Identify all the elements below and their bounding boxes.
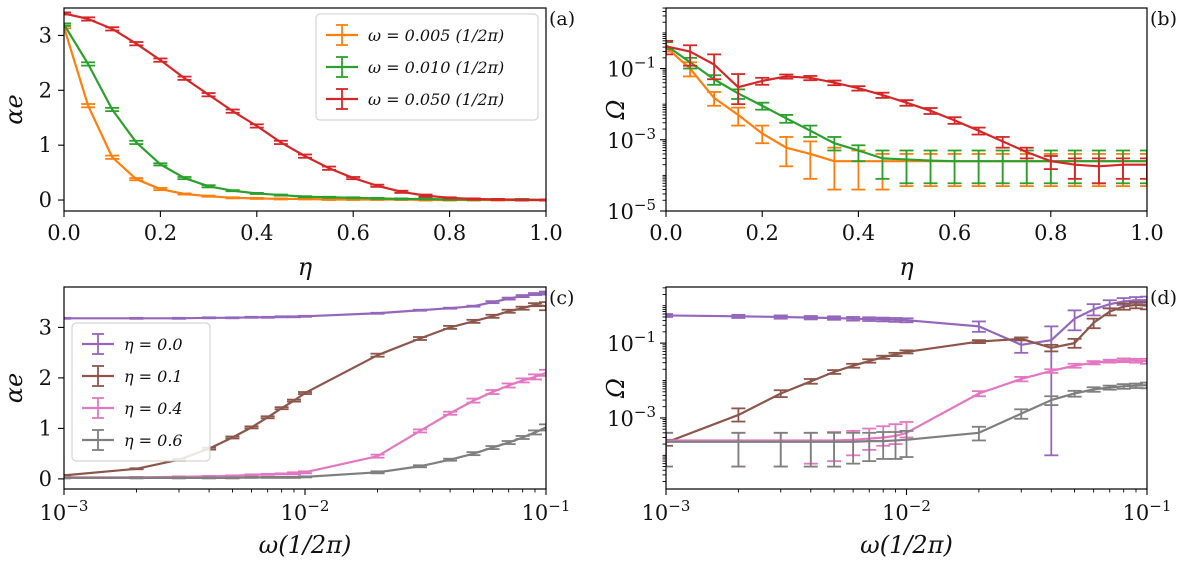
x-tick-label: 1.0 [1130,221,1163,245]
data-layer [666,295,1147,468]
x-tick-label: 0.6 [938,221,971,245]
y-tick-label: 2 [39,78,52,102]
x-tick-label: 0.0 [47,221,80,245]
panel-label: (d) [1150,287,1177,309]
legend-label: η = 0.6 [124,431,183,450]
x-tick-label: 10−1 [522,497,571,525]
x-axis-label: ω(1/2π) [860,531,953,559]
y-axis-label: αe [0,94,28,124]
legend: ω = 0.005 (1/2π) ω = 0.010 (1/2π) ω = 0.05… [315,13,539,121]
y-tick-label: 10−3 [607,125,656,153]
series-3 [666,39,1147,185]
y-tick-label: 0 [39,467,52,491]
x-tick-label: 0.0 [649,221,682,245]
data-layer [666,39,1147,191]
x-axis-label: η [899,253,914,281]
series-2 [666,301,1147,447]
legend: η = 0.0 η = 0.1 η = 0.4 η = 0.6 [71,322,211,462]
axes-frame [63,7,547,212]
legend-label: ω = 0.050 (1/2π) [368,90,504,109]
series-1 [64,290,546,320]
x-tick-label: 0.2 [144,221,177,245]
y-tick-label: 3 [39,23,52,47]
y-tick-label: 10−1 [607,328,656,356]
y-tick-label: 2 [39,366,52,390]
legend-label: η = 0.0 [124,335,183,354]
legend-label: η = 0.1 [124,367,183,386]
series-3 [64,11,546,202]
y-tick-label: 1 [39,416,52,440]
x-tick-label: 0.4 [240,221,273,245]
y-tick-label: 1 [39,133,52,157]
panel-a: 0.0 0.2 0.4 0.6 0.8 1.0 0 1 2 3 η αe (a) ω = 0.005 (1… [0,7,575,281]
panel-b: 0.0 0.2 0.4 0.6 0.8 1.0 10−5 10−3 10−1 η Ω (b) [602,7,1177,281]
y-axis-label: Ω [602,378,630,399]
x-tick-label: 0.8 [433,221,466,245]
x-tick-label: 10−3 [40,497,89,525]
legend-box [71,322,211,462]
x-tick-label: 0.2 [745,221,778,245]
series-4 [666,381,1147,468]
legend-box [315,13,539,121]
legend-label: ω = 0.005 (1/2π) [368,26,504,45]
y-axis-label: Ω [602,100,630,121]
panel-label: (c) [549,287,574,309]
series-4 [64,423,546,480]
panel-d: 10−3 10−2 10−1 10−3 10−1 ω(1/2π) Ω (d) [602,286,1177,559]
panel-label: (b) [1150,8,1177,30]
y-tick-label: 0 [39,188,52,212]
y-tick-label: 10−1 [607,54,656,82]
legend-label: η = 0.4 [124,399,183,418]
series-3 [64,368,546,479]
y-axis-label: αe [0,373,28,403]
panel-label: (a) [549,8,575,30]
x-tick-label: 0.6 [336,221,369,245]
x-tick-label: 0.4 [842,221,875,245]
data-layer [64,11,546,202]
legend-label: ω = 0.010 (1/2π) [368,58,504,77]
x-axis-label: η [298,253,313,281]
x-tick-label: 10−2 [882,497,931,525]
x-tick-label: 10−2 [281,497,330,525]
x-axis-label: ω(1/2π) [259,531,352,559]
y-tick-label: 10−5 [607,196,656,224]
y-tick-label: 10−3 [607,403,656,431]
x-tick-label: 1.0 [529,221,562,245]
y-tick-label: 3 [39,315,52,339]
x-tick-label: 10−1 [1123,497,1172,525]
x-tick-label: 0.8 [1034,221,1067,245]
x-tick-label: 10−3 [642,497,691,525]
